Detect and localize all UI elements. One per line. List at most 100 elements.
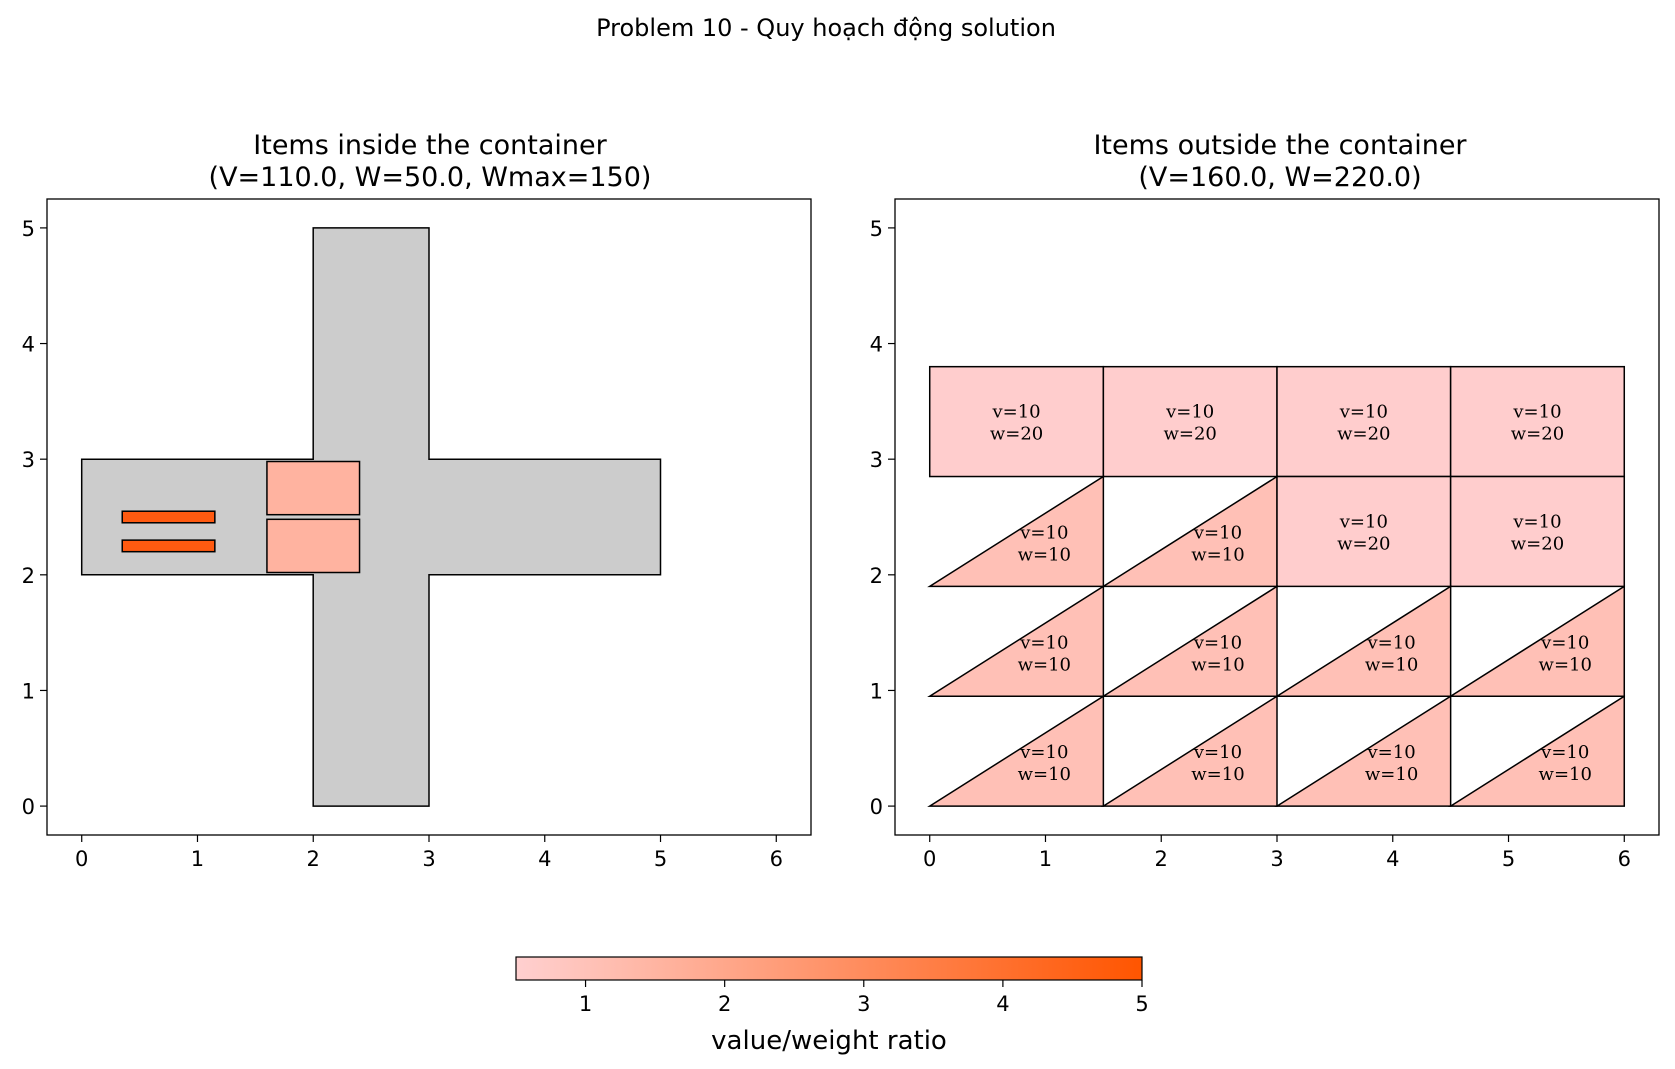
- item-8: v=10w=20: [1449, 475, 1626, 588]
- item-weight-label: w=10: [1018, 654, 1071, 675]
- item-triangle: [927, 475, 1105, 588]
- item-7: v=10w=20: [1276, 475, 1452, 588]
- item-5: v=10w=10: [927, 475, 1105, 588]
- y-tick-label: 2: [22, 564, 35, 588]
- item-value-label: v=10: [1019, 522, 1068, 543]
- item-value-label: v=10: [1367, 632, 1416, 653]
- panel-outside-plot: v=10w=20v=10w=20v=10w=20v=10w=20v=10w=10…: [927, 365, 1626, 807]
- item-weight-label: w=10: [1018, 764, 1071, 785]
- y-tick-label: 1: [870, 679, 883, 703]
- item-weight-label: w=10: [1191, 764, 1244, 785]
- y-tick-label: 5: [870, 217, 883, 241]
- item-rect: [266, 460, 361, 516]
- item-triangle: [1100, 585, 1278, 697]
- item-1: [266, 460, 361, 516]
- item-weight-label: w=10: [1365, 764, 1418, 785]
- item-rect: [1449, 365, 1626, 478]
- container-shape: [80, 227, 662, 807]
- item-15: v=10w=10: [1274, 694, 1452, 807]
- item-13: v=10w=10: [927, 694, 1105, 807]
- item-value-label: v=10: [1339, 402, 1388, 423]
- item-value-label: v=10: [1019, 632, 1068, 653]
- item-triangle: [927, 694, 1105, 807]
- y-tick-label: 0: [22, 795, 35, 819]
- y-tick-label: 3: [22, 448, 35, 472]
- item-rect: [1102, 365, 1278, 478]
- colorbar-tick-label: 4: [996, 992, 1009, 1016]
- colorbar-tick-label: 1: [579, 992, 592, 1016]
- y-tick-label: 1: [22, 679, 35, 703]
- x-tick-label: 6: [1618, 847, 1631, 871]
- item-1: v=10w=20: [928, 365, 1105, 478]
- item-rect: [1276, 475, 1452, 588]
- item-weight-label: w=20: [1337, 424, 1390, 445]
- x-tick-label: 3: [422, 847, 435, 871]
- colorbar-gradient: [515, 956, 1143, 981]
- panel-outside-title-line2: (V=160.0, W=220.0): [1138, 162, 1421, 193]
- item-3: [121, 510, 216, 524]
- item-weight-label: w=20: [1163, 424, 1216, 445]
- colorbar-label: value/weight ratio: [711, 1026, 947, 1056]
- item-weight-label: w=10: [1365, 654, 1418, 675]
- item-14: v=10w=10: [1100, 694, 1278, 807]
- item-11: v=10w=10: [1274, 585, 1452, 697]
- item-rect: [121, 510, 216, 524]
- item-value-label: v=10: [1339, 511, 1388, 532]
- item-triangle: [1100, 694, 1278, 807]
- item-weight-label: w=20: [1337, 533, 1390, 554]
- x-tick-label: 2: [1155, 847, 1168, 871]
- item-triangle: [1448, 694, 1626, 807]
- panel-inside-title-line2: (V=110.0, W=50.0, Wmax=150): [209, 162, 652, 193]
- item-rect: [928, 365, 1105, 478]
- item-2: v=10w=20: [1102, 365, 1278, 478]
- item-2: [266, 518, 361, 574]
- item-weight-label: w=10: [1191, 544, 1244, 565]
- panel-inside: Items inside the container (V=110.0, W=5…: [22, 130, 812, 871]
- colorbar-tick-label: 2: [718, 992, 731, 1016]
- item-16: v=10w=10: [1448, 694, 1626, 807]
- y-tick-label: 3: [870, 448, 883, 472]
- item-triangle: [1274, 694, 1452, 807]
- figure-suptitle: Problem 10 - Quy hoạch động solution: [596, 14, 1056, 42]
- item-9: v=10w=10: [927, 585, 1105, 697]
- item-value-label: v=10: [1512, 511, 1561, 532]
- x-tick-label: 3: [1270, 847, 1283, 871]
- item-value-label: v=10: [1540, 742, 1589, 763]
- y-tick-label: 5: [22, 217, 35, 241]
- x-tick-label: 2: [307, 847, 320, 871]
- item-rect: [121, 539, 216, 553]
- item-weight-label: w=20: [990, 424, 1043, 445]
- x-tick-label: 4: [538, 847, 551, 871]
- item-triangle: [1448, 585, 1626, 697]
- item-triangle: [927, 585, 1105, 697]
- x-tick-label: 1: [191, 847, 204, 871]
- x-tick-label: 5: [654, 847, 667, 871]
- item-value-label: v=10: [1019, 742, 1068, 763]
- x-tick-label: 5: [1502, 847, 1515, 871]
- item-value-label: v=10: [991, 402, 1040, 423]
- item-value-label: v=10: [1193, 632, 1242, 653]
- panel-outside-title-line1: Items outside the container: [1093, 130, 1467, 161]
- item-weight-label: w=10: [1539, 764, 1592, 785]
- panel-outside-axes: 0 1 2 3 4 5 6 0 1 2 3 4 5: [870, 198, 1660, 871]
- y-tick-label: 4: [22, 333, 35, 357]
- y-tick-label: 2: [870, 564, 883, 588]
- panel-outside: Items outside the container (V=160.0, W=…: [870, 130, 1660, 871]
- item-value-label: v=10: [1165, 402, 1214, 423]
- item-weight-label: w=10: [1191, 654, 1244, 675]
- panel-inside-axes: 0 1 2 3 4 5 6 0 1 2 3 4 5: [22, 198, 812, 871]
- item-triangle: [1274, 585, 1452, 697]
- x-tick-label: 0: [923, 847, 936, 871]
- item-rect: [266, 518, 361, 574]
- y-tick-label: 4: [870, 333, 883, 357]
- x-tick-label: 0: [75, 847, 88, 871]
- item-value-label: v=10: [1367, 742, 1416, 763]
- item-weight-label: w=10: [1539, 654, 1592, 675]
- item-value-label: v=10: [1193, 742, 1242, 763]
- colorbar: 1 2 3 4 5 value/weight ratio: [515, 956, 1149, 1056]
- item-value-label: v=10: [1512, 402, 1561, 423]
- colorbar-ticks: 1 2 3 4 5: [579, 980, 1149, 1016]
- colorbar-tick-label: 5: [1135, 992, 1148, 1016]
- item-weight-label: w=20: [1511, 424, 1564, 445]
